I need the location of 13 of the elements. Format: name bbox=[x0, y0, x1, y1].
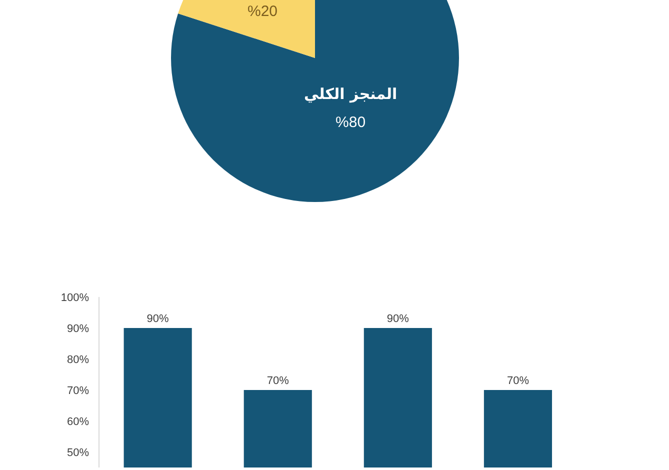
y-tick-label: 50% bbox=[66, 447, 90, 459]
y-tick-label: 80% bbox=[66, 354, 90, 366]
y-tick-label: 100% bbox=[60, 292, 90, 304]
y-tick-label: 70% bbox=[66, 385, 90, 397]
data-label: 90% bbox=[146, 313, 170, 325]
y-tick-label: 90% bbox=[66, 323, 90, 335]
data-label: 70% bbox=[266, 375, 290, 387]
y-tick-label: 60% bbox=[66, 416, 90, 428]
data-label: %20 bbox=[248, 3, 278, 20]
data-label: %80 bbox=[336, 114, 366, 131]
data-label: 70% bbox=[506, 375, 530, 387]
slice-label: المنجز الكلي bbox=[304, 84, 398, 103]
data-label: 90% bbox=[386, 313, 410, 325]
